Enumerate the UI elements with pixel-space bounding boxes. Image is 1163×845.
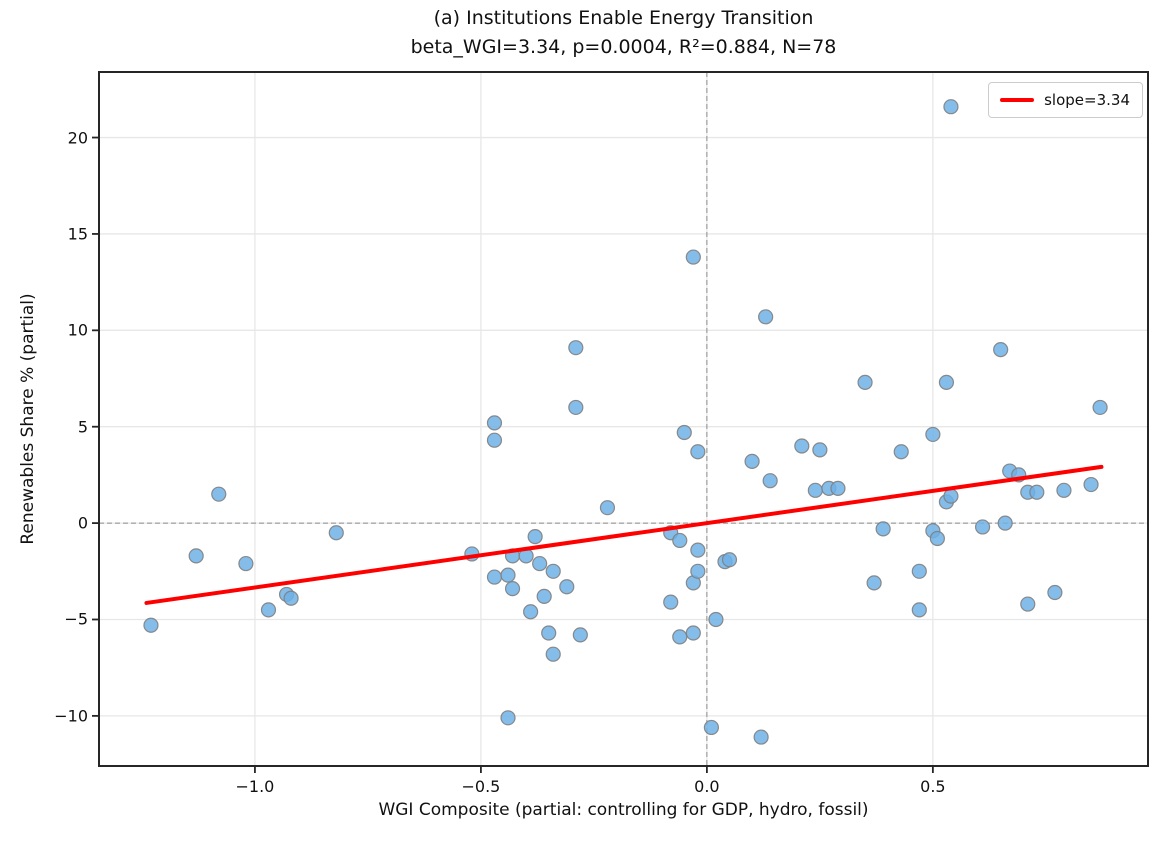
scatter-point (794, 438, 810, 454)
scatter-point (857, 374, 873, 390)
scatter-point (328, 525, 344, 541)
scatter-point (545, 646, 561, 662)
scatter-point (672, 532, 688, 549)
legend: slope=3.34 (988, 82, 1143, 118)
scatter-point (938, 374, 955, 390)
scatter-point (753, 729, 769, 745)
scatter-point (911, 602, 927, 618)
scatter-point (1056, 482, 1072, 498)
scatter-point (685, 249, 701, 265)
scatter-point (929, 530, 945, 547)
scatter-point (974, 519, 991, 535)
scatter-point (500, 567, 516, 583)
x-tick-label: −0.5 (461, 777, 501, 796)
scatter-point (527, 528, 543, 545)
legend-label: slope=3.34 (1044, 91, 1130, 109)
scatter-point (143, 617, 159, 633)
scatter-point (830, 480, 846, 496)
y-tick-label: 0 (77, 513, 88, 533)
scatter-point (260, 602, 277, 618)
chart-title: (a) Institutions Enable Energy Transitio… (433, 7, 814, 29)
scatter-point (690, 563, 706, 579)
scatter-point (762, 473, 778, 489)
scatter-point (486, 415, 503, 431)
scatter-point (486, 569, 503, 585)
scatter-point (1092, 399, 1108, 416)
scatter-point (536, 588, 552, 604)
legend-line-swatch (1000, 98, 1035, 102)
y-tick-label: −5 (64, 609, 88, 629)
y-tick-label: 15 (67, 224, 88, 244)
scatter-point (943, 488, 959, 504)
scatter-point (676, 424, 692, 441)
scatter-point (568, 399, 584, 416)
x-tick-label: −1.0 (235, 777, 275, 796)
scatter-point (866, 575, 882, 591)
scatter-point (663, 594, 679, 610)
scatter-point (690, 542, 706, 558)
scatter-point (188, 548, 204, 564)
x-tick-label: 0.0 (694, 777, 720, 796)
scatter-point (672, 629, 688, 645)
scatter-point (1020, 596, 1036, 612)
x-axis-label: WGI Composite (partial: controlling for … (378, 800, 869, 820)
scatter-point (893, 444, 909, 460)
scatter-point (758, 309, 774, 325)
scatter-point (1083, 476, 1099, 493)
scatter-point (523, 604, 539, 620)
regression-line (144, 464, 1104, 605)
scatter-point (541, 625, 557, 641)
y-tick-label: −10 (54, 706, 88, 726)
scatter-point (708, 611, 724, 628)
scatter-point (559, 579, 575, 595)
scatter-point (911, 563, 927, 579)
scatter-point (744, 453, 760, 470)
scatter-point (993, 342, 1009, 358)
scatter-point (238, 555, 254, 572)
scatter-point (685, 625, 701, 641)
scatter-point (925, 426, 941, 443)
chart-subtitle: beta_WGI=3.34, p=0.0004, R²=0.884, N=78 (410, 36, 837, 58)
y-axis-label: Renewables Share % (partial) (18, 293, 38, 545)
scatter-point (532, 555, 548, 572)
scatter-point (504, 581, 521, 597)
scatter-point (1029, 484, 1045, 500)
y-tick-label: 10 (67, 320, 88, 340)
y-tick-label: 20 (67, 128, 88, 148)
y-tick-label: 5 (77, 417, 88, 437)
scatter-point (812, 442, 828, 458)
scatter-point (545, 563, 561, 579)
scatter-point (703, 719, 720, 736)
x-tick-label: 0.5 (920, 777, 946, 796)
scatter-point (807, 482, 823, 498)
scatter-point (997, 515, 1013, 531)
scatter-point (1047, 584, 1063, 601)
scatter-point (211, 486, 227, 502)
scatter-point (875, 521, 891, 537)
scatter-point (599, 500, 616, 516)
scatter-point (568, 340, 584, 356)
scatter-point (500, 710, 516, 726)
scatter-point (572, 627, 588, 643)
scatter-point (721, 552, 738, 568)
scatter-point (943, 99, 959, 115)
scatter-point (283, 590, 299, 606)
scatter-point (690, 444, 706, 460)
plot-border (98, 71, 1149, 767)
scatter-point (486, 432, 503, 448)
